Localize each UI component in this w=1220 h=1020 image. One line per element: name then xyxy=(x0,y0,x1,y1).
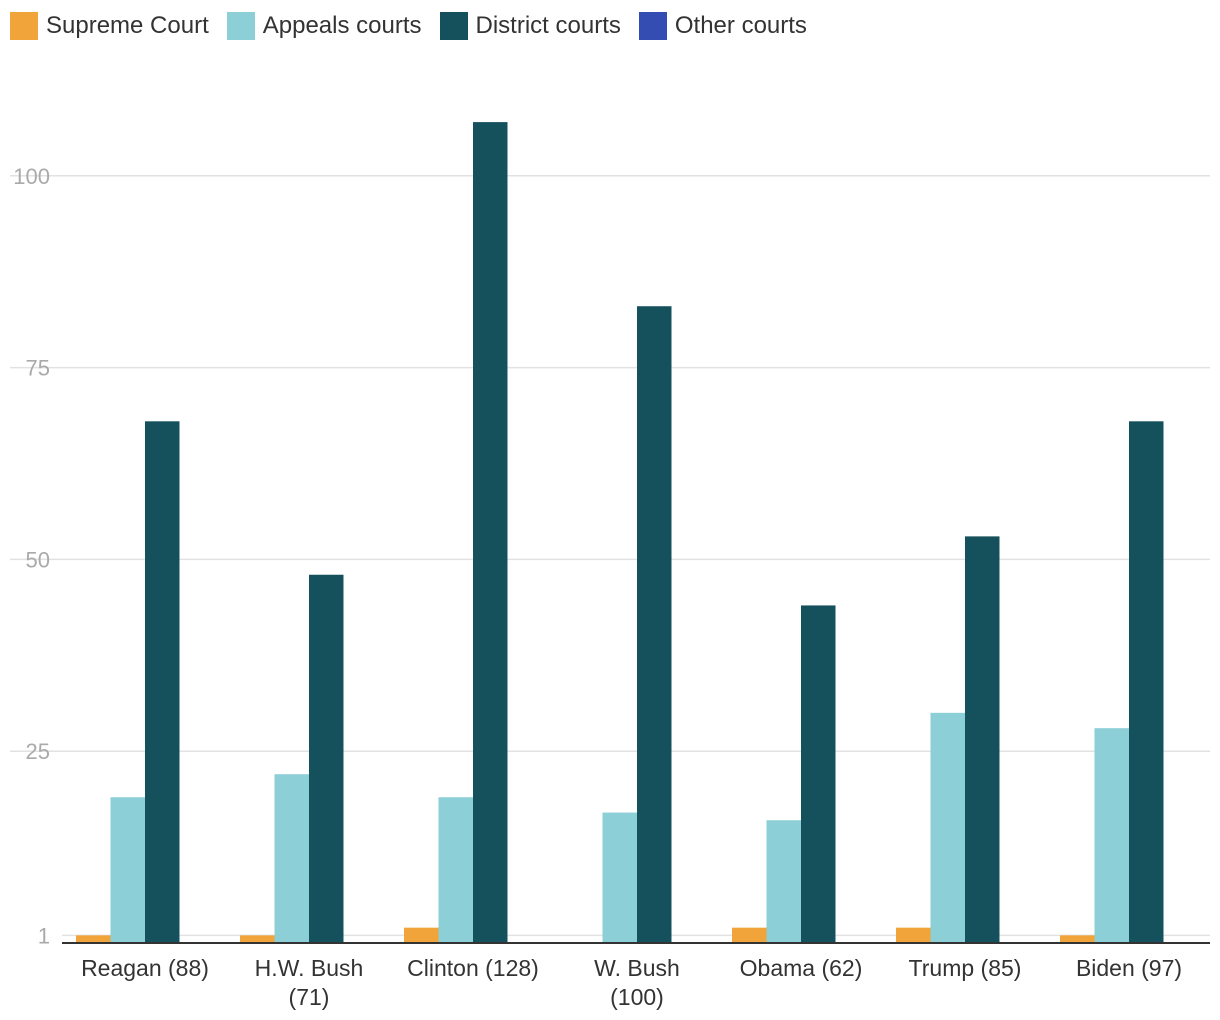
y-tick-label: 100 xyxy=(13,164,50,189)
x-category-label: Obama (62) xyxy=(740,955,863,981)
bar-district-courts xyxy=(309,574,344,943)
legend-swatch-district-courts xyxy=(439,12,468,40)
bar-district-courts xyxy=(1129,421,1164,944)
bar-appeals-courts xyxy=(602,812,637,943)
bar-supreme-court xyxy=(732,927,767,943)
legend-swatch-appeals-courts xyxy=(226,12,255,40)
x-category-label: Trump (85) xyxy=(909,955,1022,981)
bar-supreme-court xyxy=(896,927,931,943)
bar-appeals-courts xyxy=(110,797,145,943)
legend-item-supreme-court: Supreme Court xyxy=(10,12,209,40)
y-tick-label: 50 xyxy=(26,547,50,572)
bar-appeals-courts xyxy=(930,712,965,943)
legend-swatch-other-courts xyxy=(638,12,667,40)
bar-appeals-courts xyxy=(1094,728,1129,943)
legend-label-other-courts: Other courts xyxy=(674,12,807,39)
x-category-label: Biden (97) xyxy=(1076,955,1182,981)
x-category-label: W. Bush xyxy=(594,955,680,981)
y-tick-label: 1 xyxy=(38,923,50,948)
legend-label-district-courts: District courts xyxy=(475,12,621,39)
bar-district-courts xyxy=(965,536,1000,943)
chart-legend: Supreme Court Appeals courts District co… xyxy=(10,10,825,42)
legend-label-supreme-court: Supreme Court xyxy=(46,12,209,39)
bar-supreme-court xyxy=(76,935,111,943)
x-category-label: (71) xyxy=(289,984,330,1010)
legend-item-appeals-courts: Appeals courts xyxy=(226,12,422,40)
y-tick-label: 75 xyxy=(26,356,50,381)
bar-appeals-courts xyxy=(274,774,309,943)
y-tick-label: 25 xyxy=(26,739,50,764)
legend-item-other-courts: Other courts xyxy=(638,12,807,40)
bar-appeals-courts xyxy=(766,820,801,943)
bar-supreme-court xyxy=(1060,935,1095,943)
x-category-label: H.W. Bush xyxy=(255,955,364,981)
bar-district-courts xyxy=(145,421,180,944)
legend-swatch-supreme-court xyxy=(10,12,38,40)
legend-label-appeals-courts: Appeals courts xyxy=(262,12,422,39)
bar-district-courts xyxy=(473,122,508,943)
x-category-label: Reagan (88) xyxy=(81,955,209,981)
bar-appeals-courts xyxy=(438,797,473,943)
bar-supreme-court xyxy=(404,927,439,943)
bar-supreme-court xyxy=(240,935,275,943)
legend-item-district-courts: District courts xyxy=(439,12,621,40)
bar-district-courts xyxy=(801,605,836,943)
x-category-label: (100) xyxy=(610,984,664,1010)
x-category-label: Clinton (128) xyxy=(407,955,539,981)
bar-district-courts xyxy=(637,306,672,943)
